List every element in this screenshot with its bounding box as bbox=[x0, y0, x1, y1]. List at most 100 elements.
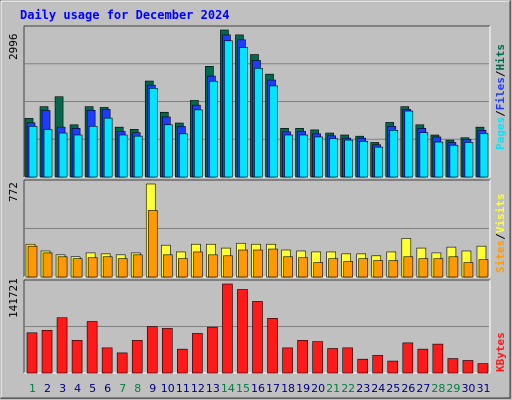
bar-sites-day-22 bbox=[343, 261, 353, 278]
chart-title: Daily usage for December 2024 bbox=[20, 8, 230, 22]
x-tick-label: 2 bbox=[44, 382, 51, 395]
bar-kbytes-day-17 bbox=[267, 318, 278, 374]
legend-visits-sites: Sites/Visits bbox=[494, 194, 507, 274]
bar-kbytes-day-19 bbox=[297, 340, 308, 374]
x-tick-label: 30 bbox=[461, 382, 475, 395]
bar-sites-day-3 bbox=[57, 256, 68, 278]
x-tick-label: 10 bbox=[161, 382, 175, 395]
x-tick-label: 13 bbox=[206, 382, 220, 395]
bar-kbytes-day-15 bbox=[237, 289, 248, 374]
x-tick-label: 11 bbox=[176, 382, 190, 395]
bar-sites-day-25 bbox=[388, 260, 399, 278]
x-tick-label: 22 bbox=[341, 382, 355, 395]
x-tick-label: 31 bbox=[476, 382, 490, 395]
bar-sites-day-2 bbox=[42, 252, 53, 278]
bar-pages-day-8 bbox=[133, 135, 143, 178]
bar-pages-day-24 bbox=[374, 146, 384, 178]
kbytes-ymax-label: 141721 bbox=[7, 278, 20, 318]
bar-kbytes-day-2 bbox=[41, 329, 53, 374]
bar-kbytes-day-5 bbox=[86, 321, 98, 374]
bar-kbytes-day-12 bbox=[192, 333, 203, 374]
x-tick-label: 21 bbox=[326, 382, 340, 395]
bar-sites-day-18 bbox=[283, 256, 293, 278]
bar-kbytes-day-27 bbox=[417, 348, 429, 374]
bar-sites-day-13 bbox=[208, 254, 218, 278]
x-tick-label: 4 bbox=[74, 382, 81, 395]
bar-pages-day-29 bbox=[449, 144, 459, 178]
bar-pages-day-7 bbox=[118, 134, 128, 178]
bar-pages-day-14 bbox=[224, 40, 233, 178]
bar-pages-day-15 bbox=[239, 47, 248, 178]
bar-pages-day-30 bbox=[464, 142, 474, 178]
bar-pages-day-5 bbox=[88, 126, 98, 178]
bar-pages-day-23 bbox=[359, 140, 369, 178]
bar-pages-day-4 bbox=[73, 134, 83, 178]
bar-kbytes-day-16 bbox=[252, 301, 263, 374]
x-tick-label: 27 bbox=[416, 382, 430, 395]
x-tick-label: 16 bbox=[251, 382, 265, 395]
bar-sites-day-19 bbox=[298, 257, 308, 278]
x-tick-label: 20 bbox=[311, 382, 325, 395]
bar-sites-day-4 bbox=[72, 258, 83, 278]
bar-sites-day-16 bbox=[253, 249, 263, 278]
bar-sites-day-26 bbox=[403, 256, 414, 278]
hits-files-pages-panel bbox=[23, 25, 491, 178]
bar-pages-day-28 bbox=[434, 141, 444, 178]
bar-kbytes-day-14 bbox=[222, 283, 233, 374]
x-tick-label: 9 bbox=[149, 382, 156, 395]
x-tick-label: 19 bbox=[296, 382, 310, 395]
bar-pages-day-25 bbox=[389, 129, 399, 178]
bar-kbytes-day-6 bbox=[101, 347, 113, 374]
x-tick-label: 12 bbox=[191, 382, 205, 395]
bar-kbytes-day-1 bbox=[26, 332, 38, 374]
x-tick-label: 7 bbox=[119, 382, 126, 395]
bar-pages-day-11 bbox=[179, 133, 188, 178]
bar-kbytes-day-29 bbox=[447, 358, 459, 374]
bar-sites-day-31 bbox=[478, 259, 489, 278]
x-tick-label: 17 bbox=[266, 382, 280, 395]
bar-pages-day-27 bbox=[419, 132, 429, 178]
bar-pages-day-3 bbox=[58, 132, 68, 178]
x-tick-label: 26 bbox=[401, 382, 415, 395]
bar-sites-day-9 bbox=[147, 210, 158, 278]
svg-text:KBytes: KBytes bbox=[494, 332, 507, 372]
bar-pages-day-22 bbox=[344, 139, 353, 178]
legend-pages: Pages bbox=[494, 117, 507, 150]
bar-pages-day-12 bbox=[194, 109, 203, 178]
x-tick-label: 8 bbox=[134, 382, 141, 395]
bar-kbytes-day-4 bbox=[71, 340, 83, 374]
x-tick-label: 5 bbox=[89, 382, 96, 395]
bar-pages-day-2 bbox=[43, 129, 53, 178]
bar-sites-day-14 bbox=[223, 255, 233, 278]
legend-files: Files bbox=[494, 77, 507, 110]
bar-kbytes-day-9 bbox=[146, 326, 158, 374]
bar-pages-day-1 bbox=[28, 126, 38, 178]
bar-pages-day-26 bbox=[404, 110, 414, 178]
hits-ymax-label: 2996 bbox=[7, 34, 20, 61]
bar-kbytes-day-11 bbox=[177, 348, 188, 374]
bar-pages-day-21 bbox=[329, 138, 338, 178]
bar-sites-day-27 bbox=[418, 258, 429, 278]
bar-pages-day-13 bbox=[209, 80, 218, 178]
bar-kbytes-day-22 bbox=[342, 347, 353, 374]
legend-visits: Visits bbox=[494, 194, 507, 234]
bar-kbytes-day-21 bbox=[327, 348, 338, 374]
x-tick-label: 1 bbox=[29, 382, 36, 395]
bar-sites-day-29 bbox=[448, 256, 459, 278]
bar-sites-day-1 bbox=[27, 245, 38, 278]
x-tick-label: 15 bbox=[236, 382, 250, 395]
bar-kbytes-day-30 bbox=[462, 360, 474, 374]
x-axis-day-labels: 1 2 3 4 5 6 7 8 9 10 11 12 13 14 15 16 17 18 19 20 21 22 23 24 2… bbox=[29, 382, 490, 395]
bar-kbytes-day-20 bbox=[312, 341, 323, 374]
bar-sites-day-7 bbox=[117, 258, 128, 278]
visits-sites-panel bbox=[23, 179, 491, 278]
bar-sites-day-15 bbox=[238, 249, 248, 278]
kbytes-panel bbox=[23, 279, 491, 374]
legend-hits-files-pages: Pages/Files/Hits bbox=[494, 44, 507, 150]
bar-pages-day-17 bbox=[269, 85, 278, 178]
bar-pages-day-6 bbox=[103, 117, 113, 178]
x-tick-label: 23 bbox=[356, 382, 370, 395]
legend-sites: Sites bbox=[494, 240, 507, 273]
